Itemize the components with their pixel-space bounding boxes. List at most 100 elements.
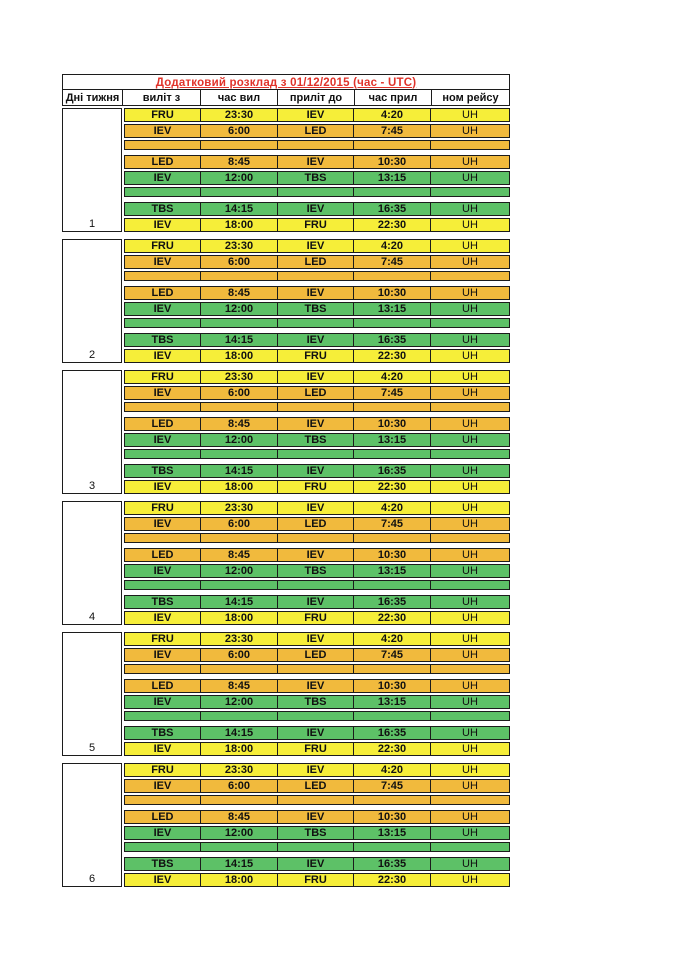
flight-number: UH xyxy=(462,633,478,646)
day-number: 6 xyxy=(62,763,122,888)
flight-number: UH xyxy=(462,287,478,300)
arrival-time: 22:30 xyxy=(354,219,431,232)
day-block-1: 1 FRU 23:30 IEV 4:20 UH IEV 6:00 LED 7:45 UH LED 8:4… xyxy=(62,108,510,233)
departure-airport: LED xyxy=(125,811,201,824)
departure-airport: IEV xyxy=(125,256,201,269)
departure-airport: FRU xyxy=(125,240,201,253)
flight-row: IEV 6:00 LED 7:45 UH xyxy=(124,255,510,270)
departure-time: 8:45 xyxy=(201,287,278,300)
flight-row: IEV 12:00 TBS 13:15 UH xyxy=(124,564,510,579)
spacer-cell xyxy=(201,665,278,674)
spacer-cell xyxy=(278,712,354,721)
departure-time: 23:30 xyxy=(201,109,278,122)
spacer-row xyxy=(124,402,510,413)
flight-number: UH xyxy=(462,350,478,363)
arrival-time: 4:20 xyxy=(354,502,431,515)
spacer-cell xyxy=(201,581,278,590)
flight-number: UH xyxy=(462,371,478,384)
arrival-airport: FRU xyxy=(278,612,354,625)
flight-number: UH xyxy=(462,874,478,887)
departure-airport: IEV xyxy=(125,612,201,625)
flight-row: IEV 12:00 TBS 13:15 UH xyxy=(124,433,510,448)
departure-time: 18:00 xyxy=(201,743,278,756)
spacer-cell xyxy=(278,843,354,852)
flight-number: UH xyxy=(462,109,478,122)
flight-row: IEV 6:00 LED 7:45 UH xyxy=(124,779,510,794)
flight-row: LED 8:45 IEV 10:30 UH xyxy=(124,286,510,301)
arrival-time: 16:35 xyxy=(354,858,431,871)
spacer-row xyxy=(124,140,510,151)
flight-number: UH xyxy=(462,203,478,216)
spacer-cell xyxy=(201,843,278,852)
flight-row: IEV 18:00 FRU 22:30 UH xyxy=(124,742,510,757)
departure-time: 8:45 xyxy=(201,549,278,562)
flight-number: UH xyxy=(462,434,478,447)
departure-airport: TBS xyxy=(125,858,201,871)
arrival-airport: IEV xyxy=(278,680,354,693)
document-title: Додатковий розклад з 01/12/2015 (час - U… xyxy=(155,76,417,89)
departure-time: 6:00 xyxy=(201,387,278,400)
spacer-cell xyxy=(431,712,509,720)
spacer-cell xyxy=(278,272,354,281)
flight-number: UH xyxy=(462,680,478,693)
flight-number: UH xyxy=(462,518,478,531)
spacer-cell xyxy=(431,843,509,851)
spacer-cell xyxy=(201,272,278,281)
arrival-airport: IEV xyxy=(278,109,354,122)
departure-time: 6:00 xyxy=(201,780,278,793)
spacer-cell xyxy=(125,843,201,852)
departure-airport: IEV xyxy=(125,780,201,793)
spacer-row xyxy=(124,533,510,544)
flight-row: LED 8:45 IEV 10:30 UH xyxy=(124,155,510,170)
arrival-airport: IEV xyxy=(278,811,354,824)
arrival-airport: LED xyxy=(278,649,354,662)
spacer-cell xyxy=(125,272,201,281)
spacer-row xyxy=(124,795,510,806)
spacer-cell xyxy=(125,188,201,197)
departure-time: 8:45 xyxy=(201,680,278,693)
arrival-airport: FRU xyxy=(278,874,354,887)
arrival-airport: TBS xyxy=(278,565,354,578)
flight-row: LED 8:45 IEV 10:30 UH xyxy=(124,679,510,694)
departure-airport: TBS xyxy=(125,596,201,609)
flight-row: IEV 12:00 TBS 13:15 UH xyxy=(124,826,510,841)
arrival-time: 13:15 xyxy=(354,827,431,840)
departure-time: 8:45 xyxy=(201,156,278,169)
flight-number: UH xyxy=(462,696,478,709)
spacer-cell xyxy=(278,450,354,459)
departure-airport: IEV xyxy=(125,649,201,662)
flight-number: UH xyxy=(462,743,478,756)
departure-time: 12:00 xyxy=(201,565,278,578)
flight-row: TBS 14:15 IEV 16:35 UH xyxy=(124,857,510,872)
spacer-cell xyxy=(125,796,201,805)
flight-row: IEV 6:00 LED 7:45 UH xyxy=(124,386,510,401)
flight-number: UH xyxy=(462,256,478,269)
spacer-cell xyxy=(278,581,354,590)
flight-row: IEV 18:00 FRU 22:30 UH xyxy=(124,873,510,888)
flight-number: UH xyxy=(462,565,478,578)
spacer-cell xyxy=(431,188,509,196)
spacer-row xyxy=(124,711,510,722)
spacer-cell xyxy=(354,712,431,721)
spacer-cell xyxy=(431,272,509,280)
flight-row: TBS 14:15 IEV 16:35 UH xyxy=(124,202,510,217)
table-header-row: Дні тижня виліт з час вил приліт до час … xyxy=(62,89,510,107)
arrival-airport: LED xyxy=(278,780,354,793)
departure-time: 6:00 xyxy=(201,125,278,138)
column-header-weekdays: Дні тижня xyxy=(63,90,123,106)
departure-time: 14:15 xyxy=(201,596,278,609)
arrival-time: 16:35 xyxy=(354,727,431,740)
arrival-time: 22:30 xyxy=(354,612,431,625)
departure-time: 23:30 xyxy=(201,502,278,515)
flight-row: IEV 18:00 FRU 22:30 UH xyxy=(124,218,510,233)
arrival-airport: IEV xyxy=(278,418,354,431)
spacer-cell xyxy=(125,403,201,412)
spacer-row xyxy=(124,580,510,591)
flight-number: UH xyxy=(462,612,478,625)
day-number: 1 xyxy=(62,108,122,233)
departure-time: 12:00 xyxy=(201,696,278,709)
arrival-airport: IEV xyxy=(278,203,354,216)
flight-number: UH xyxy=(462,858,478,871)
arrival-airport: LED xyxy=(278,387,354,400)
